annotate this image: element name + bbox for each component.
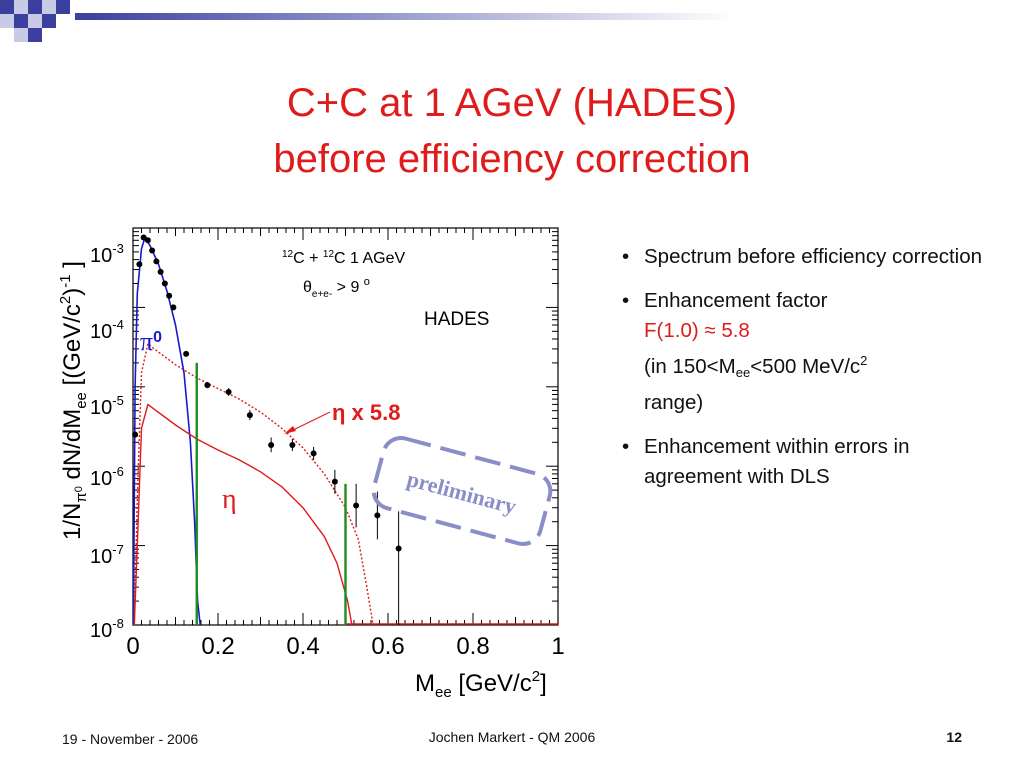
range-sub: ee [735, 365, 751, 380]
footer-author: Jochen Markert - QM 2006 [428, 729, 596, 745]
x-tick-label: 0 [126, 633, 139, 660]
y-tick-label: 10-8 [90, 616, 124, 642]
data-point [136, 261, 143, 268]
data-point [149, 247, 156, 254]
bullet-item: • Spectrum before efficiency correction [622, 245, 983, 268]
data-point [268, 441, 275, 448]
pi0-label: π0 [140, 327, 162, 356]
slide-title-line2: before efficiency correction [273, 137, 751, 181]
bullet-text: Enhancement within errors in agreement w… [644, 435, 910, 488]
bullet-text: Spectrum before efficiency correction [644, 245, 983, 268]
enhancement-factor: F(1.0) ≈ 5.8 [644, 319, 750, 342]
y-tick-label: 10-6 [90, 464, 124, 490]
data-point [140, 234, 147, 241]
range-sup: 2 [860, 353, 868, 368]
data-point [161, 280, 168, 287]
x-tick-label: 0.8 [456, 633, 489, 660]
x-tick-label: 1 [551, 633, 564, 660]
bullet-list: • Spectrum before efficiency correction •… [622, 242, 1012, 506]
data-point [157, 268, 164, 275]
x-tick-label: 0.4 [286, 633, 319, 660]
x-axis-label: Mee [GeV/c2] [415, 668, 547, 701]
slide-title-line1: C+C at 1 AGeV (HADES) [286, 81, 738, 125]
y-tick-label: 10-7 [90, 542, 124, 568]
data-point [144, 237, 151, 244]
svg-text:preliminary: preliminary [404, 466, 519, 519]
system-label: 12C + 12C 1 AGeV [282, 249, 406, 267]
data-point [132, 431, 139, 438]
x-tick-label: 0.6 [371, 633, 404, 660]
eta-curve [133, 403, 353, 625]
eta_scaled-curve [133, 342, 374, 625]
data-point [374, 512, 381, 519]
footer-page-number: 12 [946, 729, 962, 745]
data-point [353, 502, 360, 509]
cut-label: θe+e- > 9 o [303, 276, 370, 300]
bullet-text: Enhancement factor [644, 289, 828, 312]
dilepton-mass-chart: 0 0.2 0.4 0.6 0.8 1 10-3 10-4 10-5 10-6 … [57, 227, 565, 701]
data-point [225, 389, 232, 396]
preliminary-stamp: preliminary [371, 436, 553, 546]
y-tick-label: 10-5 [90, 393, 124, 419]
footer-date: 19 - November - 2006 [62, 731, 199, 747]
data-point [170, 304, 177, 311]
eta-scaled-arrow-head [284, 426, 296, 434]
data-point [289, 441, 296, 448]
y-tick-label: 10-4 [90, 317, 124, 343]
data-point [204, 382, 211, 389]
data-point [183, 350, 190, 357]
range-mid: <500 MeV/c [750, 355, 861, 378]
eta-label: η [222, 484, 237, 515]
data-point [166, 292, 173, 299]
x-tick-label: 0.2 [201, 633, 234, 660]
y-tick-label: 10-3 [90, 241, 124, 267]
data-point [310, 450, 317, 457]
range-post: range) [644, 391, 704, 414]
y-axis-label: 1/Nπ0 dN/dMee [(GeV/c2)-1 ] [57, 261, 90, 540]
data-point [331, 478, 338, 485]
bullet-item: • Enhancement factor F(1.0) ≈ 5.8 (in 150<M… [622, 289, 868, 414]
pi0-curve [133, 237, 201, 625]
range-pre: (in 150<M [644, 355, 736, 378]
header-decoration [0, 0, 735, 42]
data-point [395, 545, 402, 552]
axis-ticks [132, 227, 559, 626]
eta-scaled-label: η x 5.8 [332, 400, 400, 425]
bullet-item: • Enhancement within errors in agreement … [622, 435, 910, 488]
experiment-label: HADES [424, 309, 489, 330]
data-point [153, 258, 160, 265]
data-point [246, 412, 253, 419]
